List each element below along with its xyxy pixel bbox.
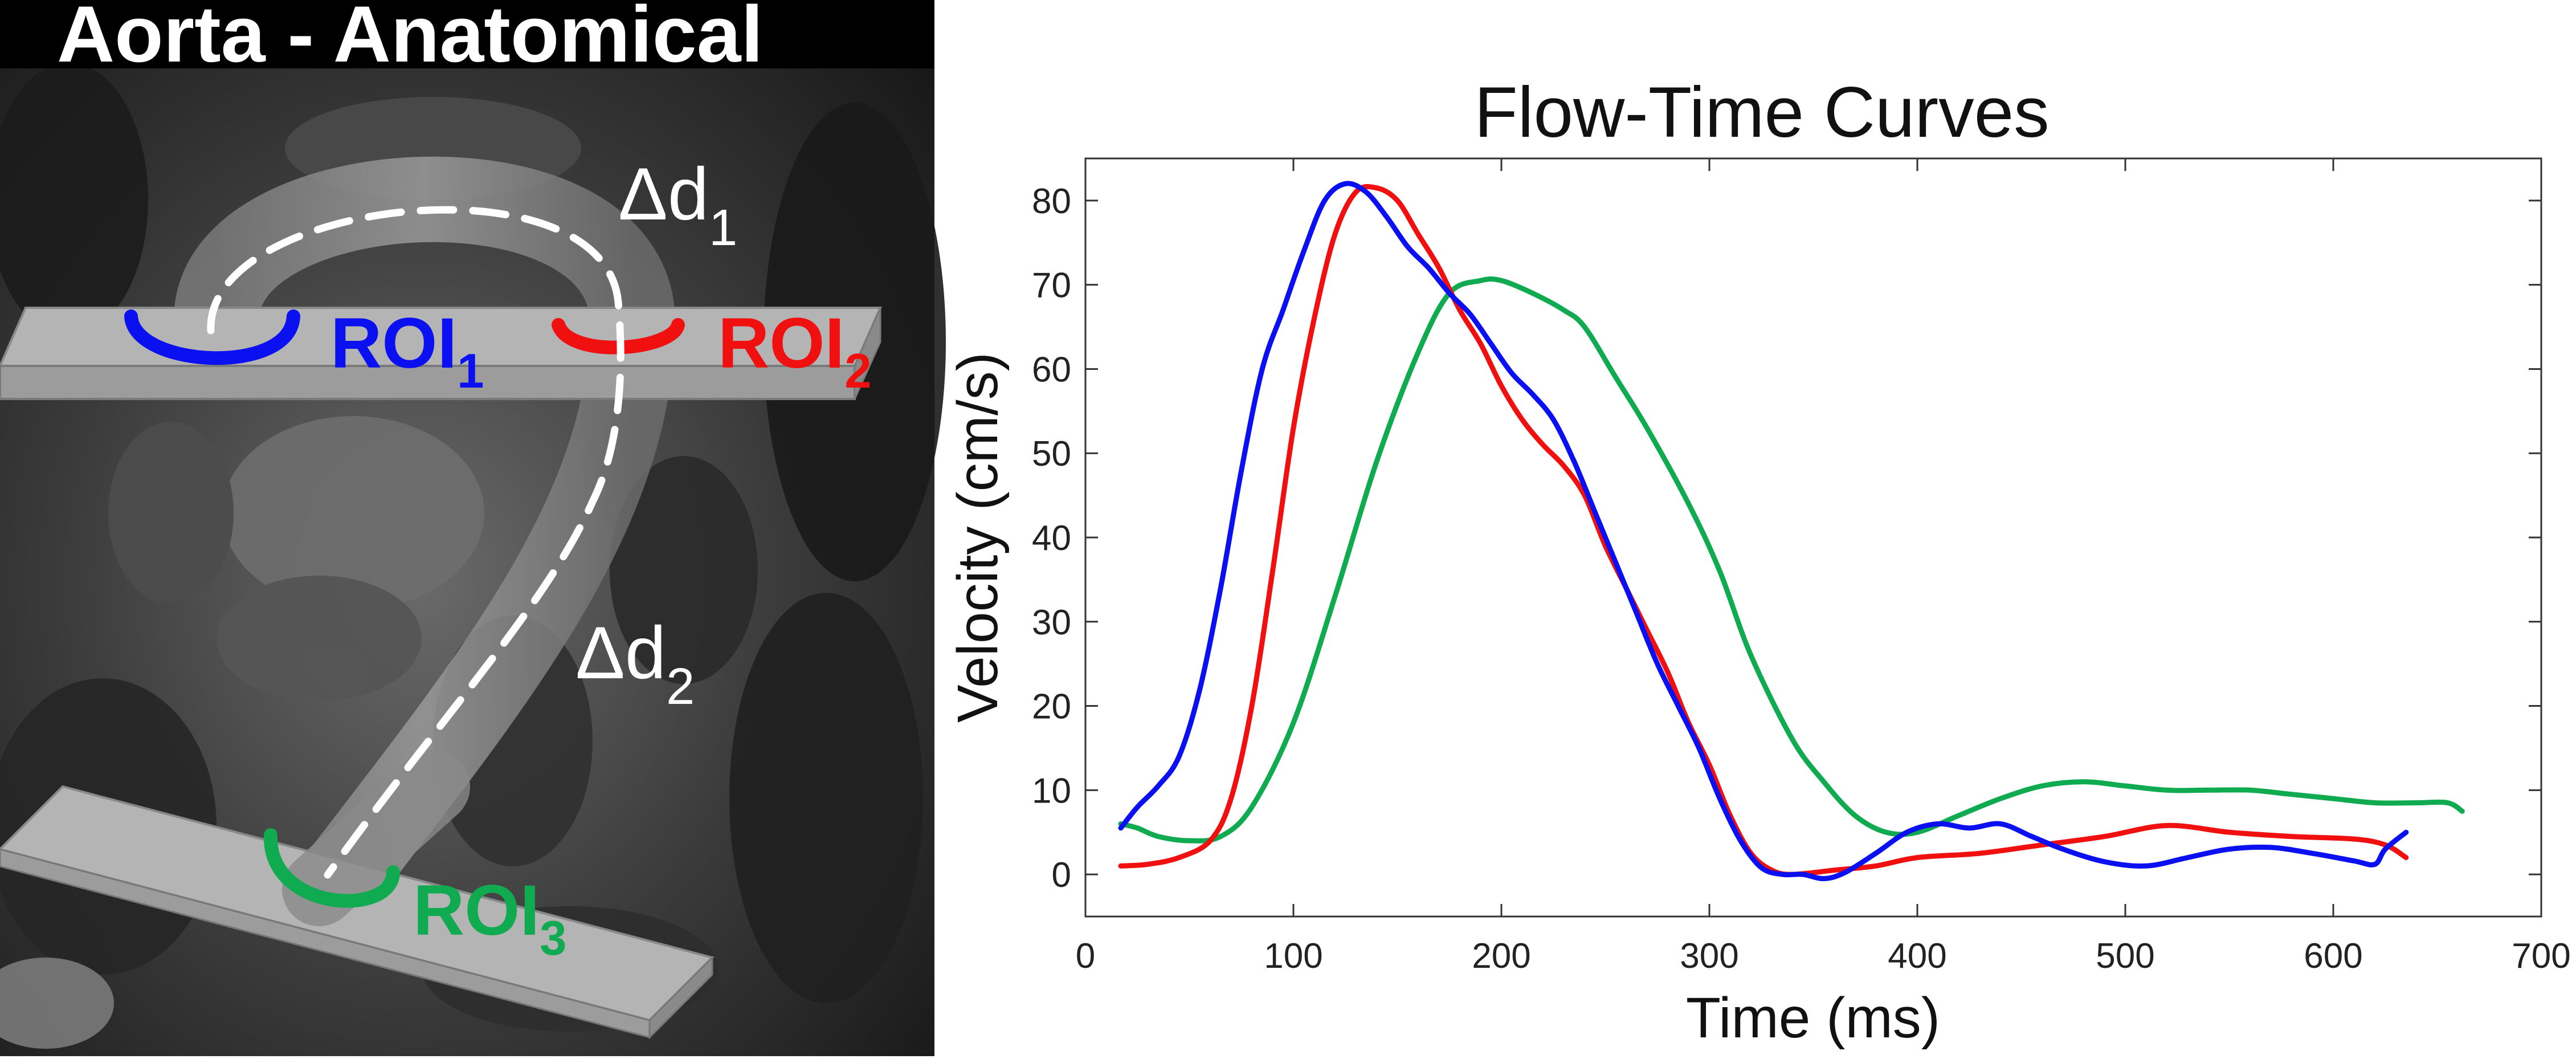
panel-title: Aorta - Anatomical: [57, 0, 763, 79]
delta-d2-sub: 2: [666, 658, 695, 715]
delta-d1-sub: 1: [709, 199, 737, 256]
y-tick-label: 70: [1032, 266, 1071, 306]
roi3-arc: [263, 828, 400, 908]
x-tick-label: 0: [1076, 936, 1095, 976]
x-tick-label: 500: [2096, 936, 2154, 976]
roi1-arc: [124, 309, 300, 365]
y-tick-label: 20: [1032, 687, 1071, 727]
delta-d2-label: Δd2: [575, 611, 695, 715]
anatomical-panel: Aorta - Anatomical Δd1 Δd2 ROI1 ROI2 ROI…: [0, 0, 946, 1056]
x-tick-label: 200: [1472, 936, 1530, 976]
series-line-red: [1118, 184, 2409, 877]
x-tick-label: 400: [1888, 936, 1946, 976]
title-band: [0, 0, 934, 68]
x-axis: 0 100 200 300 400 500 600 700: [1076, 158, 2571, 976]
roi3-label: ROI3: [413, 871, 567, 966]
series-line-blue: [1118, 181, 2409, 881]
x-tick-label: 100: [1264, 936, 1322, 976]
plot-frame: [1084, 157, 2542, 918]
y-tick-label: 40: [1032, 519, 1071, 558]
x-tick-label: 300: [1680, 936, 1738, 976]
roi1-label: ROI1: [330, 304, 484, 398]
delta-d1-label: Δd1: [618, 152, 737, 256]
y-tick-label: 10: [1032, 771, 1071, 810]
chart-panel: Flow-Time Curves 0 100 200 300 400 500 600 700 …: [946, 73, 2571, 1050]
delta-d1-base: Δd: [618, 152, 709, 235]
delta-d2-base: Δd: [575, 611, 666, 694]
y-tick-label: 50: [1032, 434, 1071, 474]
chart-title: Flow-Time Curves: [1474, 73, 2049, 152]
x-tick-label: 700: [2512, 936, 2570, 976]
y-tick-label: 80: [1032, 182, 1071, 221]
series-layer: [1118, 181, 2465, 881]
y-tick-label: 0: [1052, 856, 1071, 895]
x-axis-label: Time (ms): [1686, 986, 1940, 1050]
y-axis-label: Velocity (cm/s): [946, 352, 1010, 723]
y-tick-label: 60: [1032, 350, 1071, 389]
y-tick-label: 30: [1032, 603, 1071, 642]
centerline-dashed-path: [207, 206, 624, 879]
series-line-green: [1118, 276, 2465, 844]
roi2-label: ROI2: [718, 304, 872, 398]
x-tick-label: 600: [2304, 936, 2362, 976]
aorta-descending-lower: [282, 750, 470, 926]
y-axis: 0 10 20 30 40 50 60 70 80: [1032, 182, 2541, 895]
